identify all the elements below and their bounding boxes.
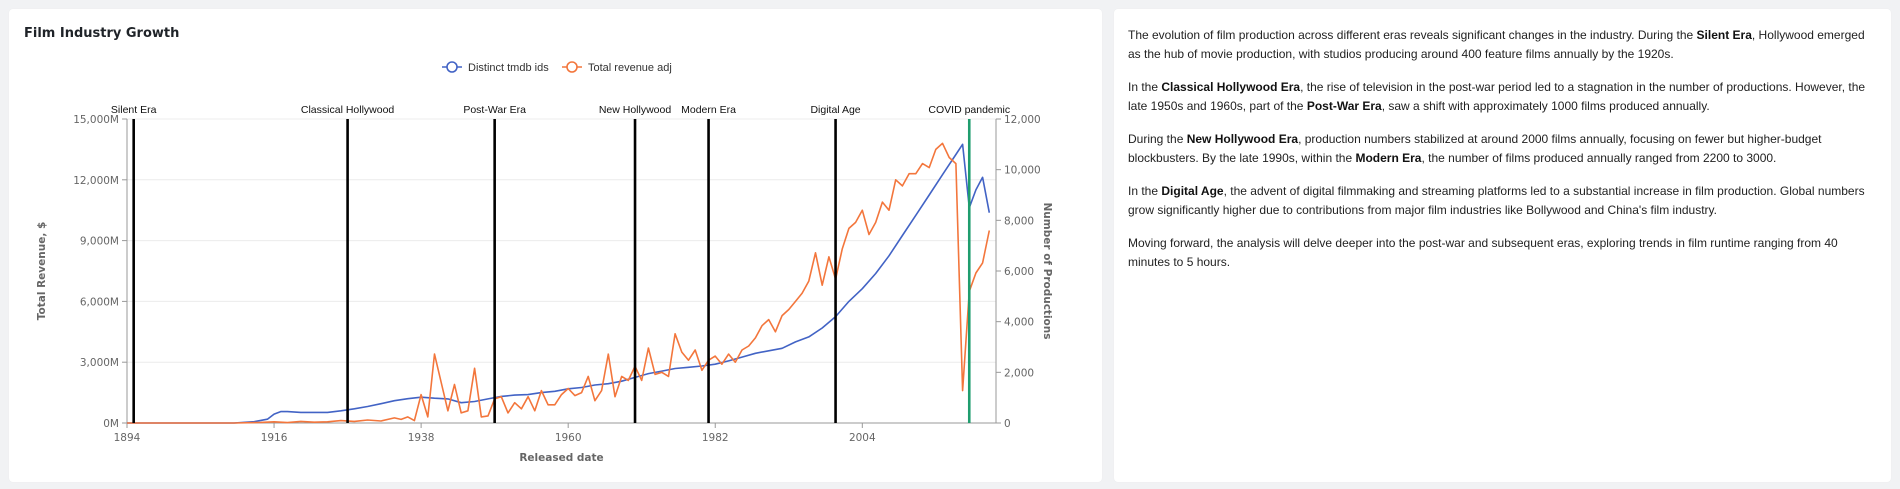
narrative-paragraph: In the Digital Age, the advent of digita…	[1128, 182, 1873, 220]
era-marker-label: New Hollywood	[599, 104, 672, 116]
narrative-paragraph: In the Classical Hollywood Era, the rise…	[1128, 78, 1873, 116]
paragraph-text: , the rise of television in the post-war…	[1128, 80, 1866, 113]
paragraph-text: The evolution of film production across …	[1128, 28, 1697, 42]
paragraph-text: , the advent of digital filmmaking and s…	[1128, 184, 1865, 217]
paragraph-text: In the	[1128, 80, 1162, 94]
paragraph-text: , Hollywood emerged as the hub of movie …	[1128, 28, 1865, 61]
paragraph-text: In the	[1128, 184, 1162, 198]
narrative-paragraph: During the New Hollywood Era, production…	[1128, 130, 1873, 168]
era-name-emphasis: Silent Era	[1696, 28, 1752, 42]
y-right-tick-label: 6,000	[1004, 266, 1034, 278]
paragraph-text: During the	[1128, 132, 1187, 146]
narrative-text: The evolution of film production across …	[1128, 26, 1873, 286]
x-tick-label: 1916	[261, 432, 288, 444]
era-marker-label: Post-War Era	[463, 104, 526, 116]
y-right-tick-label: 0	[1004, 418, 1011, 430]
paragraph-text: , saw a shift with approximately 1000 fi…	[1381, 99, 1710, 113]
y-right-axis-title: Number of Productions	[1041, 203, 1053, 340]
era-marker-label: Silent Era	[111, 104, 157, 116]
y-left-tick-label: 9,000M	[80, 236, 119, 248]
x-tick-label: 2004	[849, 432, 876, 444]
narrative-card: The evolution of film production across …	[1114, 9, 1891, 482]
legend-label: Total revenue adj	[588, 62, 672, 74]
y-left-tick-label: 12,000M	[73, 175, 119, 187]
era-marker-label: Modern Era	[681, 104, 736, 116]
paragraph-text: , production numbers stabilized at aroun…	[1128, 132, 1822, 165]
narrative-paragraph: Moving forward, the analysis will delve …	[1128, 234, 1873, 272]
x-tick-label: 1938	[408, 432, 435, 444]
y-left-axis-title: Total Revenue, $	[36, 222, 48, 321]
y-right-tick-label: 8,000	[1004, 215, 1034, 227]
era-marker-label: COVID pandemic	[928, 104, 1010, 116]
era-name-emphasis: Digital Age	[1161, 184, 1224, 198]
series-line-revenue	[127, 142, 991, 424]
era-name-emphasis: Modern Era	[1355, 151, 1422, 165]
x-tick-label: 1960	[555, 432, 582, 444]
legend-swatch-marker	[566, 61, 578, 73]
x-tick-label: 1894	[114, 432, 141, 444]
y-right-tick-label: 2,000	[1004, 367, 1034, 379]
chart-title: Film Industry Growth	[24, 26, 180, 41]
y-left-tick-label: 6,000M	[80, 296, 119, 308]
y-right-tick-label: 10,000	[1004, 165, 1041, 177]
y-left-tick-label: 0M	[103, 418, 119, 430]
era-name-emphasis: Classical Hollywood Era	[1161, 80, 1301, 94]
y-right-tick-label: 4,000	[1004, 317, 1034, 329]
legend-label: Distinct tmdb ids	[468, 62, 549, 74]
y-left-tick-label: 3,000M	[80, 357, 119, 369]
paragraph-text: , the number of films produced annually …	[1421, 151, 1777, 165]
era-marker-label: Classical Hollywood	[301, 104, 395, 116]
x-tick-label: 1982	[702, 432, 729, 444]
x-axis-title: Released date	[519, 452, 603, 464]
era-marker-label: Digital Age	[810, 104, 860, 116]
paragraph-text: Moving forward, the analysis will delve …	[1128, 236, 1838, 269]
era-name-emphasis: New Hollywood Era	[1186, 132, 1299, 146]
chart-svg: 0M 3,000M 6,000M 9,000M 12,000M 15,000M 0 2,000…	[36, 61, 1053, 464]
series-line-productions	[127, 143, 991, 424]
chart-card: 0M 3,000M 6,000M 9,000M 12,000M 15,000M 0 2,000…	[9, 9, 1102, 482]
y-left-tick-label: 15,000M	[73, 114, 119, 126]
narrative-paragraph: The evolution of film production across …	[1128, 26, 1873, 64]
y-right-tick-label: 12,000	[1004, 114, 1041, 126]
era-name-emphasis: Post-War Era	[1306, 99, 1382, 113]
legend-swatch-marker	[446, 61, 458, 73]
